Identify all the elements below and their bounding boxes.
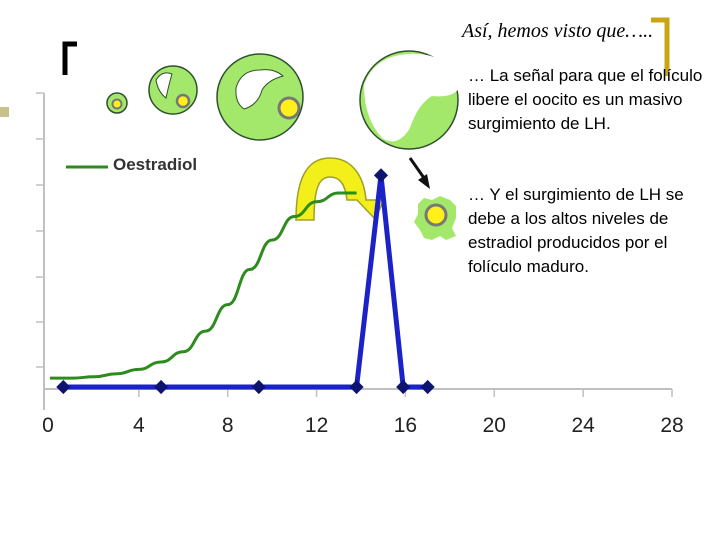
secondary-follicle-icon	[216, 53, 304, 141]
open-bracket-icon	[62, 41, 77, 75]
primary-follicle-icon	[148, 65, 198, 115]
primordial-follicle-icon	[106, 92, 128, 114]
legend-label-oestradiol: Oestradiol	[113, 155, 197, 174]
follicle-sequence	[106, 50, 459, 150]
lh-point	[154, 379, 169, 395]
lh-point	[420, 379, 435, 395]
lh-point	[396, 379, 411, 395]
lh-point	[373, 168, 389, 183]
y-axis	[36, 92, 45, 410]
slide-title: Así, hemos visto que…..	[462, 20, 654, 42]
x-tick-label: 16	[394, 414, 417, 437]
bullet-estradiol-cause: … Y el surgimiento de LH se debe a los a…	[468, 185, 684, 276]
lh-point	[251, 379, 266, 395]
x-tick-label: 8	[222, 414, 234, 437]
bullet-lh-signal: … La señal para que el folículo libere e…	[468, 66, 703, 133]
x-tick-label: 0	[42, 414, 54, 437]
series-line-oestradiol	[50, 191, 357, 380]
x-tick-label: 12	[305, 414, 328, 437]
close-bracket-icon	[651, 17, 670, 76]
curved-trigger-arrow-icon	[295, 157, 386, 221]
released-oocyte-icon	[414, 196, 456, 240]
lh-point	[56, 379, 71, 395]
lh-point	[349, 379, 364, 395]
x-tick-label: 20	[483, 414, 506, 437]
x-tick-label: 28	[660, 414, 683, 437]
x-tick-label: 4	[133, 414, 145, 437]
mature-follicle-icon	[359, 50, 459, 150]
release-arrow-icon	[408, 157, 430, 189]
accent-square	[0, 107, 9, 117]
x-axis: 0 4 8 12 16 20 24 28	[42, 388, 684, 437]
x-tick-label: 24	[571, 414, 595, 437]
legend: Oestradiol	[66, 155, 197, 174]
